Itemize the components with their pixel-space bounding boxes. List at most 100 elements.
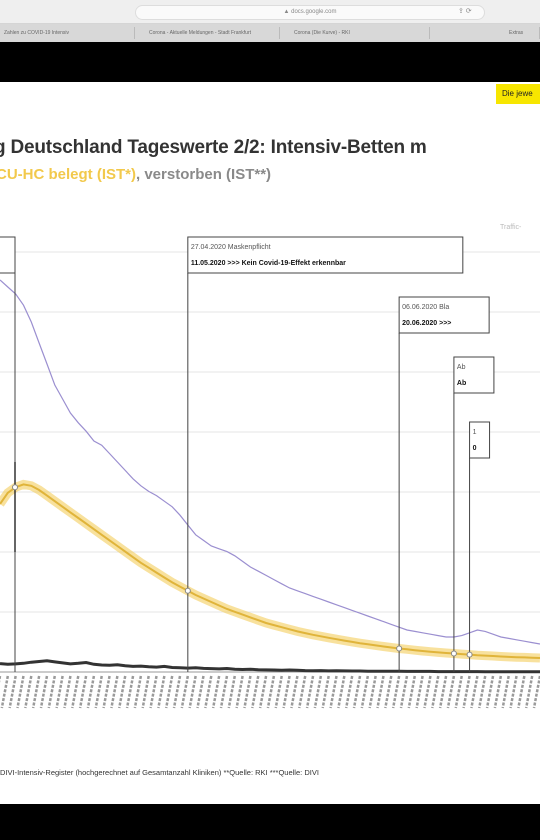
x-tick-label [446,675,456,709]
series-lines [0,279,540,674]
x-tick-label [501,675,510,709]
x-tick-label [329,675,338,709]
watermark: Traffic- [500,224,522,231]
x-tick-label [399,675,409,709]
x-tick-label [493,675,503,709]
x-tick-label [180,675,190,709]
annotation-box [469,421,491,459]
annotation-box [187,236,464,274]
x-tick-label [352,675,362,709]
x-tick-label [321,675,330,709]
annotation-marker [450,650,457,657]
x-tick-label [204,675,213,709]
chart-title: g Deutschland Tageswerte 2/2: Intensiv-B… [0,137,427,158]
x-tick-label [337,675,346,709]
annotation-marker [466,651,473,658]
x-tick-label [282,675,291,709]
subtitle-yellow: CU-HC belegt (IST*) [0,166,136,183]
browser-chrome: ▲ docs.google.com ⇪ ⟳ Zahlen zu COVID-19… [0,0,540,42]
annotation-bold: 20.06.2020 >>> [402,320,451,327]
x-tick-label [360,675,370,709]
x-tick-label [141,675,150,709]
tab-strip: Zahlen zu COVID-19 Intensiv Corona - Akt… [0,24,540,42]
annotations: 27.04.2020 Maskenpflicht 11.05.2020 >>> K… [0,236,495,672]
x-tick-label [110,675,119,709]
x-tick-label [157,675,166,709]
x-tick-label [305,675,315,709]
tab-4[interactable]: Extras [505,27,540,39]
x-tick-label [86,675,96,709]
x-tick-label [391,675,401,709]
subtitle-sep: , [136,166,145,183]
x-tick-label [376,675,385,709]
x-tick-label [454,675,463,709]
x-tick-label [117,675,127,709]
x-tick-label [47,675,57,709]
x-tick-label [227,675,237,709]
dark-line [0,659,540,674]
tab-1[interactable]: Zahlen zu COVID-19 Intensiv [0,27,135,39]
x-tick-label [251,675,260,709]
annotation-box [0,236,16,274]
x-tick-label [31,675,41,709]
x-tick-label [243,675,252,709]
annotation-box [453,356,495,394]
yellow-line [0,483,540,659]
tab-2[interactable]: Corona - Aktuelle Meldungen - Stadt Fran… [145,27,280,39]
annotation-marker [184,587,191,594]
x-tick-label [63,675,72,709]
x-tick-label [266,675,276,709]
address-row: ▲ docs.google.com ⇪ ⟳ [0,0,540,24]
x-tick-label [78,675,88,709]
x-tick-label [172,675,182,709]
x-tick-label [290,675,299,709]
x-tick-label [258,675,268,709]
subtitle-gray: verstorben (IST**) [144,166,272,183]
annotation-head: 06.06.2020 Bla [402,304,449,311]
annotation-bold: 11.05.2020 >>> Kein Covid-19-Effekt erke… [191,260,346,267]
annotation-box [398,296,490,334]
purple-line [0,279,540,645]
annotation-anno-d: 10 [466,421,491,672]
x-tick-label [133,675,143,709]
x-tick-label [55,675,64,709]
x-tick-label [438,675,448,709]
x-tick-label [102,675,111,709]
x-tick-label [188,675,197,709]
x-tick-label [485,675,495,709]
x-tick-label [0,675,10,709]
annotation-marker [12,484,18,491]
x-ticks [0,675,540,709]
x-tick-label [125,675,135,709]
x-tick-label [509,675,518,709]
x-tick-label [211,675,221,709]
annotation-marker [396,645,403,652]
yellow-badge: Die jewe [496,84,540,104]
address-bar[interactable]: ▲ docs.google.com [135,5,485,20]
x-tick-label [24,675,33,709]
letterbox-bottom [0,804,540,840]
x-tick-label [39,675,49,709]
x-tick-label [415,675,424,709]
x-tick-label [16,675,25,709]
x-tick-label [407,675,417,709]
x-tick-label [384,675,393,709]
x-tick-label [149,675,158,709]
x-tick-label [524,675,534,709]
x-tick-label [462,675,471,709]
x-tick-label [196,675,205,709]
annotation-bold: 0 [473,445,477,452]
annotation-head: 1 [473,429,477,436]
x-tick-label [235,675,244,709]
x-tick-label [344,675,354,709]
annotation-maskenpflicht: 27.04.2020 Maskenpflicht 11.05.2020 >>> K… [184,236,464,672]
share-icon[interactable]: ⇪ ⟳ [458,8,472,15]
x-tick-label [297,675,307,709]
yellow-line-halo [0,479,540,663]
x-tick-label [477,675,487,709]
x-tick-label [164,675,174,709]
tab-3[interactable]: Corona (Die Kurve) - RKI [290,27,430,39]
x-tick-label [470,675,479,709]
x-tick-label [274,675,283,709]
x-tick-label [71,675,80,709]
